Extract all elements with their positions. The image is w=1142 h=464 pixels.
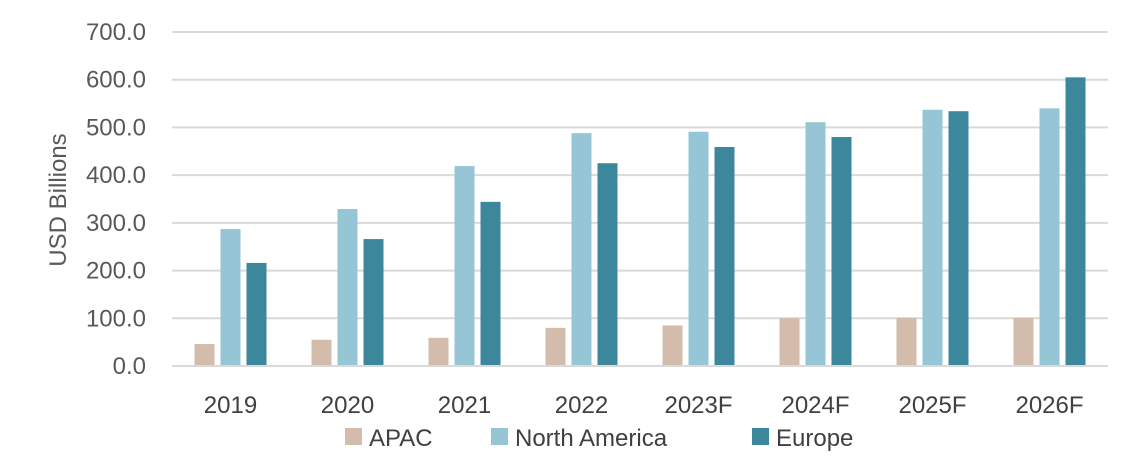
x-tick-label: 2021 <box>438 392 491 419</box>
bar-apac-2022 <box>545 327 566 366</box>
bar-apac-2023f <box>662 325 683 366</box>
bar-apac-2019 <box>194 344 215 366</box>
x-tick-label: 2025F <box>898 392 966 419</box>
x-tick-label: 2022 <box>555 392 608 419</box>
bar-north-america-2026f <box>1039 108 1060 366</box>
bar-europe-2020 <box>363 239 384 366</box>
bar-north-america-2021 <box>454 166 475 366</box>
y-tick-label: 600.0 <box>86 67 146 94</box>
bar-europe-2026f <box>1065 77 1086 366</box>
y-tick-label: 700.0 <box>86 19 146 46</box>
legend-swatch-apac <box>345 428 362 445</box>
bar-europe-2021 <box>480 201 501 366</box>
y-tick-label: 500.0 <box>86 114 146 141</box>
bar-apac-2025f <box>896 317 917 366</box>
x-tick-label: 2019 <box>204 392 257 419</box>
bar-north-america-2019 <box>220 229 241 366</box>
gridlines <box>172 31 1108 320</box>
x-tick-label: 2026F <box>1015 392 1083 419</box>
y-axis-title: USD Billions <box>45 133 72 266</box>
legend-swatch-europe <box>752 428 769 445</box>
bars <box>194 77 1086 367</box>
legend-label-apac: APAC <box>369 425 433 452</box>
bar-apac-2021 <box>428 337 449 366</box>
bar-europe-2019 <box>246 262 267 366</box>
bar-europe-2022 <box>597 163 618 366</box>
x-tick-label: 2020 <box>321 392 374 419</box>
x-axis-tick-labels: 2019 2020 2021 2022 2023F 2024F 2025F 2026F <box>204 392 1084 419</box>
y-axis-tick-labels: 0.0 100.0 200.0 300.0 400.0 500.0 600.0 700.0 <box>86 19 146 380</box>
legend-swatch-north-america <box>491 428 508 445</box>
x-tick-label: 2024F <box>781 392 849 419</box>
bar-north-america-2020 <box>337 209 358 366</box>
bar-north-america-2024f <box>805 122 826 367</box>
bar-europe-2024f <box>831 136 852 366</box>
legend: APAC North America Europe <box>345 425 853 452</box>
y-tick-label: 200.0 <box>86 258 146 285</box>
y-tick-label: 0.0 <box>113 353 146 380</box>
y-tick-label: 100.0 <box>86 305 146 332</box>
bar-europe-2023f <box>714 146 735 366</box>
bar-north-america-2022 <box>571 133 592 366</box>
y-tick-label: 300.0 <box>86 210 146 237</box>
y-tick-label: 400.0 <box>86 162 146 189</box>
bar-apac-2020 <box>311 339 332 366</box>
bar-apac-2026f <box>1013 317 1034 366</box>
legend-label-north-america: North America <box>515 425 668 452</box>
x-tick-label: 2023F <box>664 392 732 419</box>
bar-north-america-2025f <box>922 109 943 366</box>
bar-north-america-2023f <box>688 131 709 366</box>
bar-europe-2025f <box>948 111 969 366</box>
legend-label-europe: Europe <box>776 425 853 452</box>
bar-apac-2024f <box>779 318 800 366</box>
